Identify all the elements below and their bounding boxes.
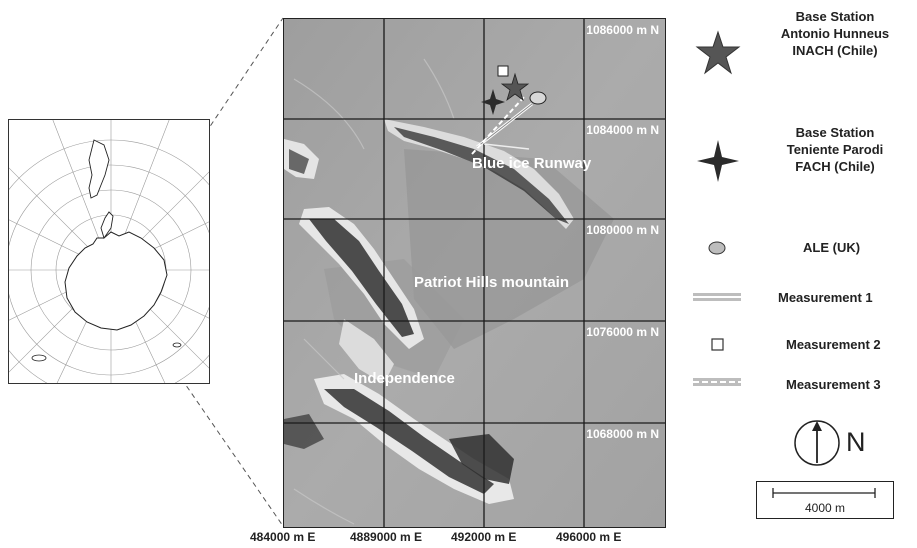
inach-base-station-star [500,72,530,102]
legend-measurement-3-icon [693,378,741,386]
legend-inach-label: Base Station Antonio Hunneus INACH (Chil… [780,9,890,58]
north-label: N [846,427,866,457]
northing-label-1080000: 1080000 m N [586,223,659,237]
polar-projection-graticule [9,120,209,383]
north-arrow-icon [794,420,840,466]
patriot-hills-satellite-map: 1086000 m N 1084000 m N 1080000 m N 1076… [283,18,666,528]
antarctic-peninsula-outline [100,211,114,240]
easting-label-4889000: 4889000 m E [350,530,423,544]
legend-measurement-1-label: Measurement 1 [778,290,873,305]
antarctica-outline [64,231,168,331]
blue-ice-runway-label: Blue ice Runway [472,155,592,172]
northing-label-1068000: 1068000 m N [586,427,659,441]
legend-ale-icon [708,241,726,255]
legend-fach-star-icon [697,140,739,182]
legend-inach-star-icon [695,30,741,75]
northing-label-1084000: 1084000 m N [586,123,659,137]
easting-label-492000: 492000 m E [451,530,517,544]
patriot-hills-mountain-label: Patriot Hills mountain [414,274,570,291]
legend-measurement-2-label: Measurement 2 [786,337,881,352]
mountain-range-north [284,119,574,229]
ale-marker [529,91,547,105]
antarctica-inset-map [8,119,210,384]
scale-bar-box: 4000 m [756,481,894,519]
scale-bar-line [772,488,876,498]
easting-label-496000: 496000 m E [556,530,622,544]
mountain-range-central [299,207,424,384]
easting-label-484000: 484000 m E [250,530,316,544]
south-america-outline [88,139,110,199]
northing-label-1086000: 1086000 m N [586,23,659,37]
legend-ale-label: ALE (UK) [803,240,861,255]
legend-measurement-3-label: Measurement 3 [786,377,881,392]
measurement-2-marker [497,65,509,77]
legend-fach-label: Base Station Teniente Parodi FACH (Chile… [786,125,884,174]
northing-label-1076000: 1076000 m N [586,325,659,339]
terrain-imagery [284,19,665,527]
scale-bar-label: 4000 m [804,501,846,515]
legend-measurement-2-icon [711,338,724,351]
mountain-range-south [284,374,514,504]
fach-base-station-star [481,89,505,115]
measurement-3-track [471,96,525,155]
legend-measurement-1-icon [693,293,741,301]
coordinate-grid [284,19,665,527]
independence-label: Independence [354,370,455,387]
island-outline [31,354,47,362]
island-outline [172,342,182,348]
